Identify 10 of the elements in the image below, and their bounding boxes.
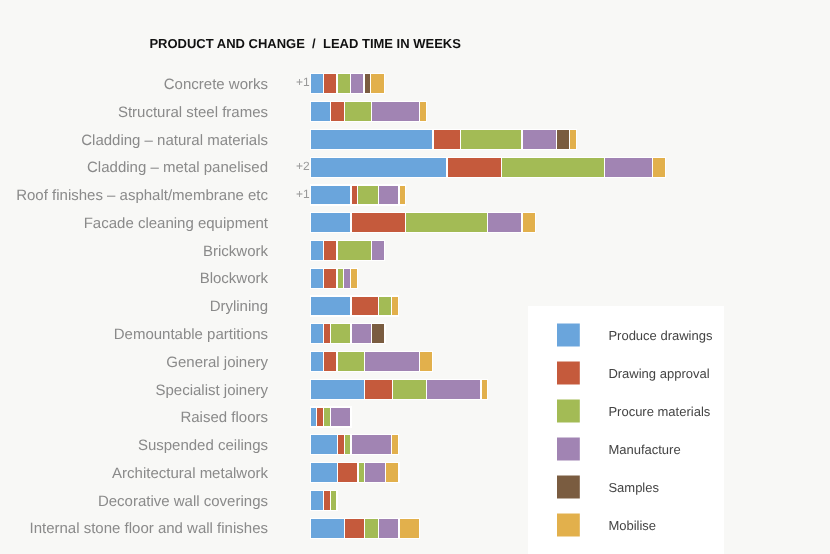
bar <box>310 184 352 206</box>
bar <box>310 323 325 345</box>
bar <box>310 489 325 511</box>
bar <box>329 406 352 428</box>
bar <box>329 489 338 511</box>
bar <box>310 434 338 456</box>
bar <box>350 434 393 456</box>
bar <box>316 406 325 428</box>
bar <box>370 73 385 95</box>
bar <box>349 267 358 289</box>
